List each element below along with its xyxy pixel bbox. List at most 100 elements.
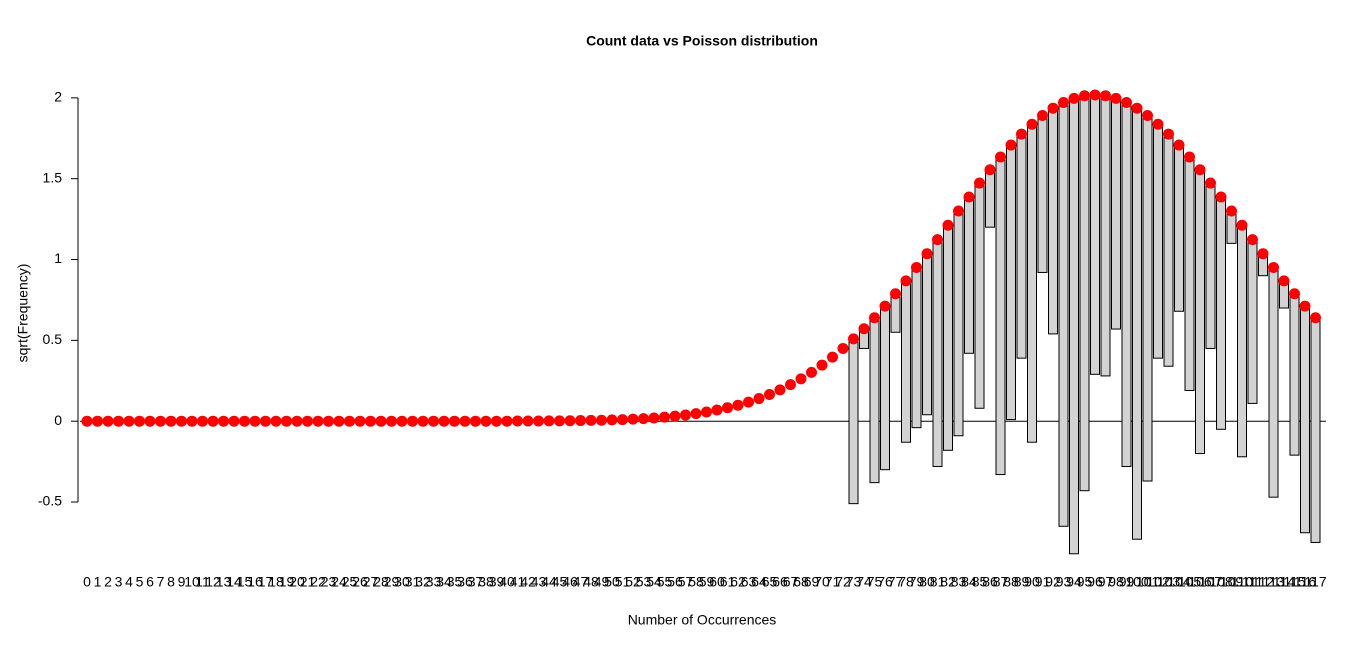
x-tick-label: 32 — [415, 574, 431, 590]
point — [659, 411, 670, 423]
x-tick-label: 86 — [982, 574, 998, 590]
point — [942, 219, 954, 231]
y-tick-label: 0 — [54, 412, 62, 428]
point — [837, 342, 849, 354]
x-tick-label: 6 — [146, 574, 154, 590]
x-tick-label: 22 — [310, 574, 326, 590]
x-tick-label: 17 — [258, 574, 274, 590]
point — [543, 415, 555, 427]
point — [480, 415, 492, 427]
point — [974, 177, 985, 189]
point — [627, 413, 639, 425]
x-tick-label: 28 — [373, 574, 389, 590]
bar — [1100, 95, 1111, 377]
x-tick-label: 85 — [972, 574, 988, 590]
x-tick-label: 37 — [468, 574, 484, 590]
y-tick-label: 1 — [54, 250, 62, 266]
point — [239, 415, 250, 427]
x-tick-label: 73 — [846, 574, 862, 590]
x-tick-label: 113 — [1262, 574, 1285, 590]
bar — [1184, 156, 1195, 391]
x-tick-label: 57 — [678, 574, 694, 590]
point — [596, 414, 607, 426]
point — [1047, 102, 1059, 114]
point — [827, 351, 838, 363]
x-tick-label: 25 — [342, 574, 358, 590]
bar — [985, 169, 995, 228]
point — [743, 396, 754, 408]
bar — [890, 293, 901, 333]
point — [1026, 118, 1038, 130]
x-tick-label: 74 — [856, 574, 872, 590]
point — [165, 415, 177, 427]
point — [869, 312, 880, 324]
x-tick-label: 18 — [268, 574, 284, 590]
point — [1205, 177, 1216, 189]
point — [354, 415, 366, 427]
x-tick-label: 66 — [772, 574, 788, 590]
bar — [1205, 182, 1216, 349]
bar — [1069, 97, 1079, 555]
point — [407, 415, 418, 427]
bar — [1195, 169, 1205, 455]
x-tick-label: 43 — [531, 574, 547, 590]
point — [858, 323, 870, 335]
x-tick-label: 105 — [1178, 574, 1202, 590]
bar — [848, 338, 859, 505]
x-tick-label: 31 — [405, 574, 421, 590]
x-axis-label: Number of Occurrences — [628, 612, 777, 628]
bar — [1121, 102, 1132, 467]
x-tick-label: 55 — [657, 574, 673, 590]
point — [249, 415, 261, 427]
x-tick-label: 80 — [919, 574, 935, 590]
x-tick-label: 115 — [1283, 574, 1306, 590]
x-tick-label: 45 — [552, 574, 568, 590]
x-tick-label: 29 — [384, 574, 400, 590]
point — [648, 412, 660, 424]
point — [197, 415, 208, 427]
point — [554, 415, 565, 427]
point — [638, 413, 649, 425]
x-tick-label: 90 — [1024, 574, 1040, 590]
point — [533, 415, 544, 427]
point — [218, 415, 229, 427]
x-tick-label: 3 — [115, 574, 123, 590]
bar — [1058, 102, 1069, 527]
point — [669, 410, 681, 422]
x-tick-label: 11 — [195, 574, 210, 590]
x-tick-label: 98 — [1108, 574, 1124, 590]
point — [785, 379, 796, 391]
x-tick-label: 33 — [426, 574, 442, 590]
point — [1121, 97, 1132, 109]
bar — [1142, 114, 1153, 482]
bar — [1268, 266, 1279, 498]
point — [1226, 205, 1237, 217]
x-tick-label: 13 — [216, 574, 232, 590]
y-tick-label: 2 — [54, 89, 62, 105]
x-tick-label: 1 — [94, 574, 102, 590]
point — [911, 261, 922, 273]
y-axis-label: sqrt(Frequency) — [15, 264, 31, 363]
point — [1278, 275, 1290, 287]
point — [123, 415, 135, 427]
bar — [901, 280, 911, 443]
x-tick-label: 42 — [520, 574, 536, 590]
point — [1152, 118, 1164, 130]
x-tick-label: 64 — [751, 574, 767, 590]
point — [1068, 92, 1080, 104]
point — [92, 415, 103, 427]
point — [81, 415, 93, 427]
point — [260, 415, 271, 427]
x-tick-label: 26 — [352, 574, 368, 590]
point — [291, 415, 303, 427]
x-tick-label: 4 — [125, 574, 133, 590]
x-tick-label: 89 — [1014, 574, 1030, 590]
point — [270, 415, 282, 427]
point — [753, 393, 765, 405]
x-tick-label: 2 — [104, 574, 112, 590]
point — [1289, 288, 1300, 300]
x-tick-label: 23 — [321, 574, 337, 590]
x-tick-label: 46 — [562, 574, 578, 590]
point — [806, 366, 817, 378]
x-tick-label: 76 — [877, 574, 893, 590]
